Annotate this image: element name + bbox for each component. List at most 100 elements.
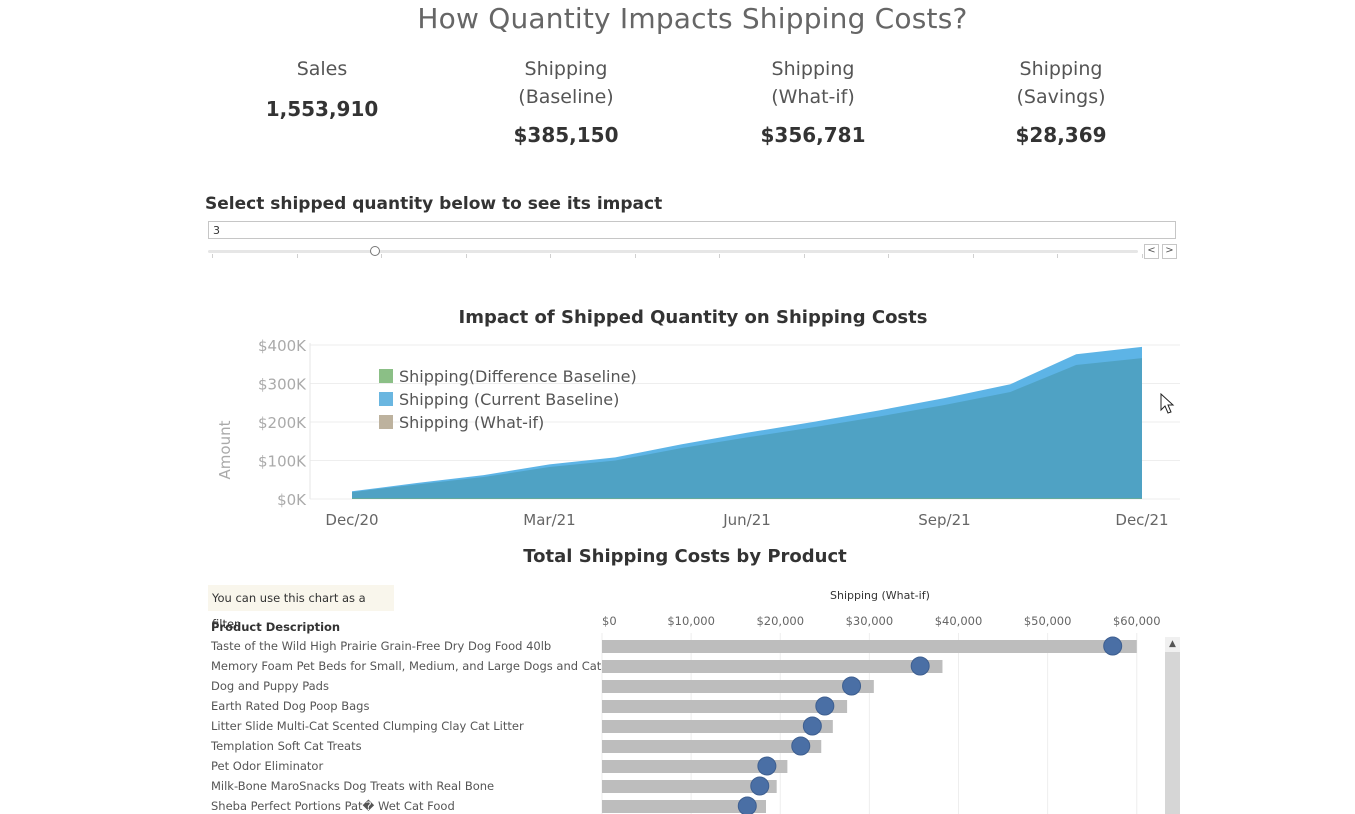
area-chart-y-ticks: $400K $300K $200K $100K $0K: [258, 337, 307, 509]
area-x-tick-label: Dec/20: [325, 511, 378, 529]
kpi-label-sub: (Savings): [1016, 86, 1106, 108]
bar-chart-row[interactable]: Earth Rated Dog Poop Bags: [211, 696, 848, 716]
area-chart-title: Impact of Shipped Quantity on Shipping C…: [458, 307, 928, 328]
legend-label[interactable]: Shipping(Difference Baseline): [399, 367, 637, 386]
area-series-what-if[interactable]: [352, 358, 1142, 499]
slider-tick: [296, 254, 298, 258]
kpi-sales: Sales 1,553,910: [222, 55, 422, 121]
legend-swatch: [379, 392, 393, 406]
area-x-tick-label: Sep/21: [918, 511, 970, 529]
slider-tick: [1142, 254, 1143, 258]
kpi-label-sub: (Baseline): [518, 86, 614, 108]
what-if-dot[interactable]: [757, 756, 777, 776]
product-label[interactable]: Dog and Puppy Pads: [211, 679, 329, 693]
slider-tick: [1057, 254, 1059, 258]
kpi-label: Shipping: [1019, 58, 1103, 80]
kpi-value: 1,553,910: [265, 97, 379, 121]
quantity-slider-track[interactable]: [208, 250, 1138, 253]
what-if-dot[interactable]: [791, 736, 811, 756]
what-if-dot[interactable]: [842, 676, 862, 696]
quantity-slider-value[interactable]: 3: [208, 221, 1176, 239]
product-label[interactable]: Taste of the Wild High Prairie Grain-Fre…: [210, 639, 551, 653]
legend-label[interactable]: Shipping (What-if): [399, 413, 544, 432]
slider-prev-button[interactable]: <: [1144, 244, 1159, 259]
baseline-bar[interactable]: [602, 720, 833, 733]
baseline-bar[interactable]: [602, 700, 848, 713]
slider-tick: [465, 254, 467, 258]
area-chart[interactable]: $400K $300K $200K $100K $0K Dec/20 Mar/21 Jun/…: [200, 335, 1190, 535]
bar-chart-row[interactable]: Sheba Perfect Portions Pat� Wet Cat Food: [211, 796, 766, 814]
bar-chart-row[interactable]: Milk-Bone MaroSnacks Dog Treats with Rea…: [211, 776, 777, 796]
baseline-bar[interactable]: [602, 760, 788, 773]
filter-hint: You can use this chart as a filter: [208, 585, 394, 631]
bar-x-tick-label: $60,000: [1113, 614, 1161, 628]
area-series-difference-baseline[interactable]: [352, 498, 1142, 499]
area-y-tick-label: $0K: [277, 491, 307, 509]
baseline-bar[interactable]: [602, 680, 874, 693]
area-y-tick-label: $400K: [258, 337, 307, 355]
kpi-shipping-savings: Shipping (Savings) $28,369: [961, 55, 1161, 147]
slider-tick: [888, 254, 890, 258]
mouse-cursor-icon: [1160, 393, 1175, 414]
product-label[interactable]: Litter Slide Multi-Cat Scented Clumping …: [211, 719, 524, 733]
what-if-dot[interactable]: [737, 796, 757, 814]
bar-chart-axis-header: Shipping (What-if): [830, 589, 930, 602]
kpi-shipping-whatif: Shipping (What-if) $356,781: [713, 55, 913, 147]
product-label[interactable]: Pet Odor Eliminator: [211, 759, 323, 773]
bar-chart[interactable]: $0 $10,000 $20,000 $30,000 $40,000 $50,000 $60…: [200, 605, 1165, 814]
bar-x-tick-label: $40,000: [935, 614, 983, 628]
quantity-slider-handle[interactable]: [370, 246, 381, 256]
bar-chart-row[interactable]: Litter Slide Multi-Cat Scented Clumping …: [211, 716, 833, 736]
what-if-dot[interactable]: [802, 716, 822, 736]
slider-tick: [550, 254, 552, 258]
baseline-bar[interactable]: [602, 800, 766, 813]
product-label[interactable]: Templation Soft Cat Treats: [210, 739, 362, 753]
bar-chart-row[interactable]: Taste of the Wild High Prairie Grain-Fre…: [210, 636, 1137, 656]
what-if-dot[interactable]: [910, 656, 930, 676]
bar-chart-title: Total Shipping Costs by Product: [523, 546, 847, 567]
legend-swatch: [379, 369, 393, 383]
bar-chart-scrollbar[interactable]: [1165, 637, 1180, 814]
product-label[interactable]: Milk-Bone MaroSnacks Dog Treats with Rea…: [211, 779, 494, 793]
legend-swatch: [379, 415, 393, 429]
area-chart-x-ticks: Dec/20 Mar/21 Jun/21 Sep/21 Dec/21: [325, 511, 1168, 529]
baseline-bar[interactable]: [602, 780, 777, 793]
slider-tick: [381, 254, 383, 258]
what-if-dot[interactable]: [750, 776, 770, 796]
area-chart-legend[interactable]: Shipping(Difference Baseline) Shipping (C…: [379, 367, 637, 432]
area-y-tick-label: $200K: [258, 414, 307, 432]
baseline-bar[interactable]: [602, 660, 943, 673]
baseline-bar[interactable]: [602, 640, 1137, 653]
area-x-tick-label: Jun/21: [722, 511, 771, 529]
scroll-up-button[interactable]: ▲: [1165, 637, 1180, 652]
slider-tick: [972, 254, 974, 258]
kpi-value: $356,781: [760, 123, 866, 147]
kpi-label: Shipping: [524, 58, 608, 80]
bar-chart-rows[interactable]: Taste of the Wild High Prairie Grain-Fre…: [210, 636, 1137, 814]
kpi-label: Sales: [296, 58, 348, 80]
chevron-right-icon: >: [1165, 245, 1174, 256]
slider-tick: [212, 254, 213, 258]
bar-x-tick-label: $10,000: [667, 614, 715, 628]
product-label[interactable]: Earth Rated Dog Poop Bags: [211, 699, 369, 713]
kpi-shipping-baseline: Shipping (Baseline) $385,150: [466, 55, 666, 147]
dashboard-title: How Quantity Impacts Shipping Costs?: [417, 2, 968, 35]
kpi-value: $385,150: [513, 123, 619, 147]
legend-label[interactable]: Shipping (Current Baseline): [399, 390, 619, 409]
product-label[interactable]: Memory Foam Pet Beds for Small, Medium, …: [211, 659, 607, 673]
slider-next-button[interactable]: >: [1162, 244, 1177, 259]
slider-tick: [719, 254, 721, 258]
product-column-header: Product Description: [211, 620, 341, 634]
kpi-value: $28,369: [1015, 123, 1107, 147]
bar-chart-row[interactable]: Dog and Puppy Pads: [211, 676, 874, 696]
what-if-dot[interactable]: [815, 696, 835, 716]
area-y-tick-label: $100K: [258, 453, 307, 471]
kpi-label: Shipping: [771, 58, 855, 80]
bar-chart-row[interactable]: Pet Odor Eliminator: [211, 756, 788, 776]
product-label[interactable]: Sheba Perfect Portions Pat� Wet Cat Food: [211, 799, 455, 813]
bar-chart-row[interactable]: Templation Soft Cat Treats: [210, 736, 822, 756]
baseline-bar[interactable]: [602, 740, 822, 753]
area-x-tick-label: Mar/21: [523, 511, 575, 529]
what-if-dot[interactable]: [1103, 636, 1123, 656]
bar-chart-row[interactable]: Memory Foam Pet Beds for Small, Medium, …: [211, 656, 943, 676]
